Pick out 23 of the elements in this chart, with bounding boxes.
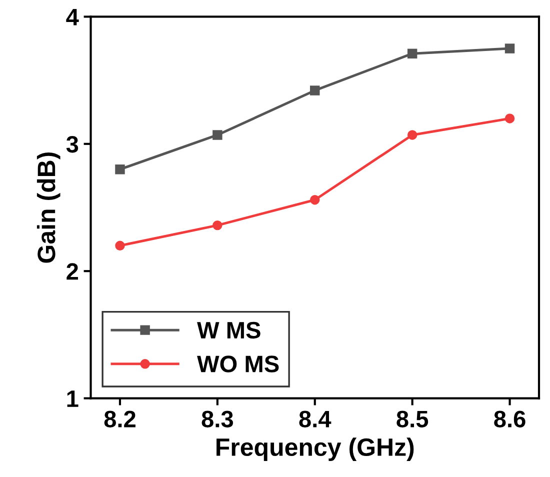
x-tick-label: 8.6: [494, 410, 526, 428]
x-tick-label: 8.5: [396, 410, 428, 428]
y-tick-label: 2: [66, 263, 78, 280]
point: [115, 164, 125, 174]
point: [504, 44, 515, 54]
y-tick-label: 3: [66, 136, 78, 153]
y-tick-label: 4: [66, 9, 79, 26]
point: [310, 195, 320, 205]
y-axis-title: Gain (dB): [36, 152, 60, 263]
point: [212, 130, 222, 140]
legend-label: W MS: [197, 322, 260, 339]
point: [407, 48, 418, 58]
x-tick-label: 8.4: [299, 410, 332, 428]
point: [115, 240, 125, 251]
x-tick-label: 8.2: [104, 410, 136, 428]
point: [212, 220, 222, 230]
y-tick-label: 1: [67, 390, 78, 407]
point: [310, 86, 320, 96]
legend-label: WO MS: [197, 356, 279, 372]
x-axis-title: Frequency (GHz): [216, 438, 414, 461]
point: [407, 130, 418, 140]
point: [504, 114, 515, 124]
x-tick-label: 8.3: [202, 410, 233, 428]
